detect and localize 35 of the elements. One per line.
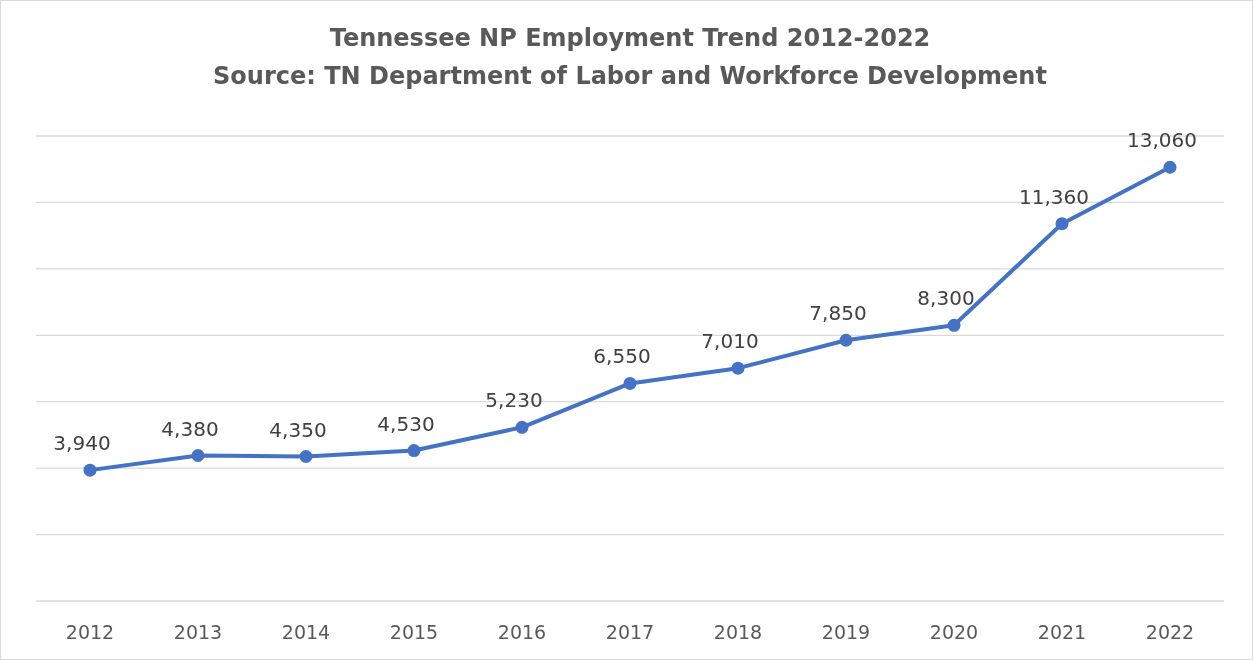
x-tick-label: 2014 [281, 621, 331, 643]
point [515, 420, 529, 434]
data-label: 7,010 [701, 329, 759, 354]
x-tick-label: 2012 [65, 621, 115, 643]
point [191, 449, 205, 463]
data-label: 8,300 [917, 286, 975, 311]
point [1163, 160, 1177, 174]
x-tick-label: 2018 [713, 621, 763, 643]
x-tick-label: 2021 [1037, 621, 1087, 643]
chart-title: Tennessee NP Employment Trend 2012-2022 [329, 24, 931, 52]
data-label: 7,850 [809, 301, 867, 326]
point [1055, 217, 1069, 231]
x-tick-label: 2016 [497, 621, 547, 643]
data-label: 4,380 [161, 416, 219, 441]
data-label: 11,360 [1019, 184, 1089, 209]
x-tick-label: 2019 [821, 621, 871, 643]
data-label: 3,940 [53, 431, 111, 456]
point [623, 376, 637, 390]
x-tick-label: 2022 [1145, 621, 1195, 643]
data-label: 13,060 [1127, 128, 1197, 153]
data-label: 4,350 [269, 417, 327, 442]
point [839, 333, 853, 347]
x-tick-label: 2015 [389, 621, 439, 643]
x-tick-label: 2013 [173, 621, 223, 643]
point [731, 361, 745, 375]
x-tick-label: 2020 [929, 621, 979, 643]
point [947, 318, 961, 332]
x-tick-label: 2017 [605, 621, 655, 643]
point [299, 450, 313, 464]
data-label: 4,530 [377, 411, 435, 436]
point [83, 463, 97, 477]
data-label: 6,550 [593, 344, 651, 369]
chart-subtitle: Source: TN Department of Labor and Workforce Development [213, 62, 1047, 90]
point [407, 444, 421, 458]
data-label: 5,230 [485, 388, 543, 413]
